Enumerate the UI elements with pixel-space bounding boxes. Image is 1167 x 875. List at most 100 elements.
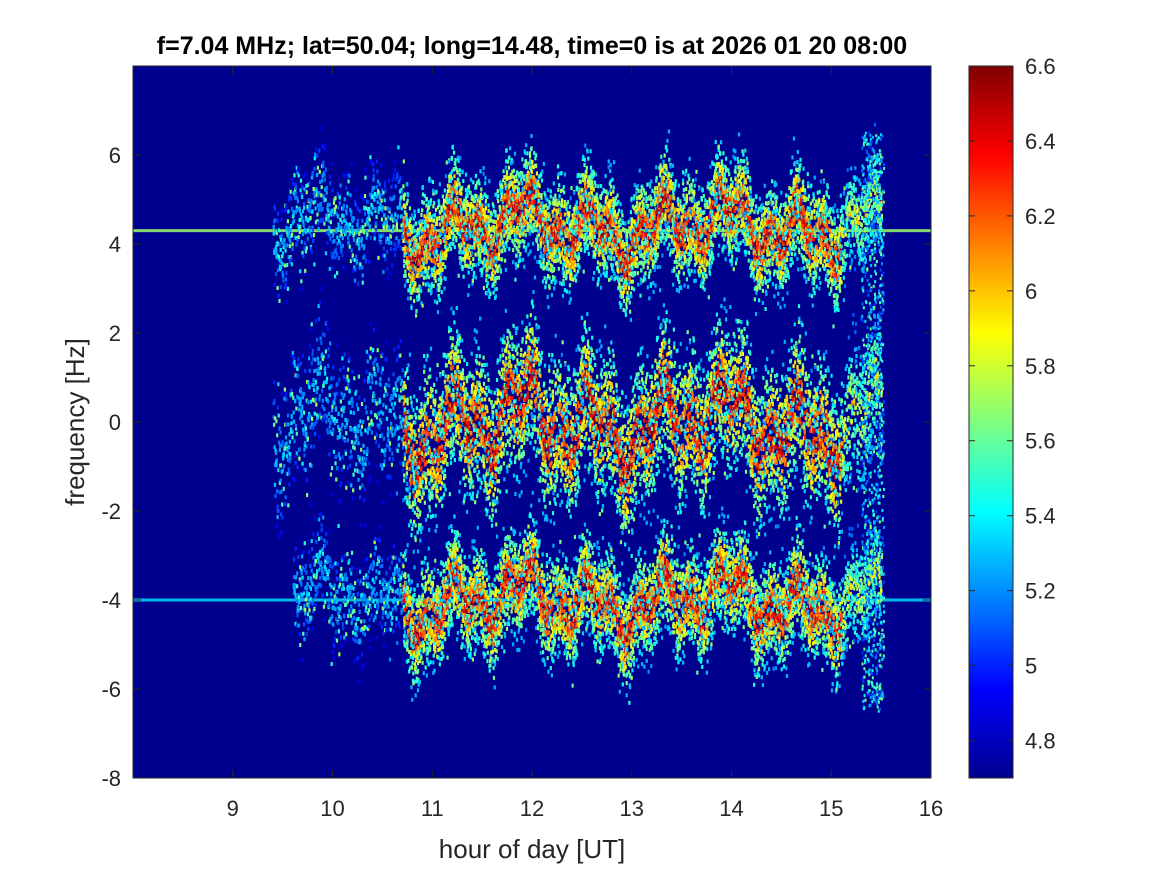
heat-cell: [412, 257, 415, 262]
heat-cell: [467, 211, 470, 216]
heat-cell: [614, 239, 617, 244]
heat-cell: [443, 276, 446, 281]
heat-cell: [458, 172, 461, 177]
heat-cell: [433, 249, 436, 254]
heat-cell: [298, 206, 301, 211]
heat-cell: [406, 193, 410, 198]
heat-cell: [518, 239, 521, 244]
heat-cell: [589, 175, 592, 180]
heat-cell: [387, 207, 390, 212]
heat-cell: [487, 241, 490, 246]
heat-cell: [631, 265, 634, 270]
heat-cell: [558, 194, 561, 199]
heat-cell: [429, 215, 433, 220]
heat-cell: [514, 262, 517, 267]
heat-cell: [581, 213, 584, 218]
heat-cell: [617, 208, 621, 213]
heat-cell: [620, 275, 623, 280]
heat-cell: [655, 175, 658, 180]
heat-cell: [523, 190, 527, 195]
heat-cell: [345, 211, 348, 216]
heat-cell: [482, 260, 485, 265]
heat-cell: [601, 228, 605, 233]
heat-cell: [297, 225, 301, 230]
heat-cell: [479, 202, 483, 207]
heat-cell: [561, 266, 565, 271]
heat-cell: [327, 218, 331, 223]
heat-cell: [632, 232, 635, 237]
heat-cell: [324, 167, 328, 172]
heat-cell: [479, 246, 483, 251]
heat-cell: [490, 240, 493, 245]
heat-cell: [593, 171, 596, 176]
heat-cell: [502, 178, 505, 183]
heat-cell: [565, 256, 568, 261]
heat-cell: [304, 249, 308, 254]
heat-cell: [517, 263, 520, 268]
heat-cell: [434, 207, 438, 212]
heat-cell: [438, 203, 441, 208]
heat-cell: [486, 195, 489, 200]
heat-cell: [547, 258, 550, 263]
heat-cell: [607, 215, 610, 220]
heat-cell: [294, 182, 297, 187]
heat-cell: [458, 168, 461, 173]
heat-cell: [350, 248, 353, 253]
heat-cell: [535, 185, 539, 190]
heat-cell: [654, 246, 657, 251]
heat-cell: [671, 269, 674, 274]
heat-cell: [372, 228, 375, 233]
heat-cell: [506, 238, 509, 243]
heat-cell: [526, 151, 529, 156]
heat-cell: [586, 149, 589, 154]
heat-cell: [485, 249, 488, 254]
heat-cell: [476, 227, 479, 232]
heat-cell: [345, 209, 348, 214]
heat-cell: [411, 290, 414, 295]
heat-cell: [672, 282, 675, 287]
heat-cell: [497, 199, 500, 204]
heat-cell: [543, 191, 546, 196]
heat-cell: [644, 259, 647, 264]
heat-cell: [439, 269, 443, 274]
heat-cell: [552, 201, 555, 206]
heat-cell: [486, 261, 489, 266]
heat-cell: [501, 185, 504, 190]
heat-cell: [588, 183, 591, 188]
heat-cell: [493, 256, 496, 261]
heat-cell: [380, 217, 384, 222]
heat-cell: [472, 209, 475, 214]
heat-cell: [308, 181, 311, 186]
heat-cell: [504, 165, 507, 170]
heat-cell: [544, 217, 547, 222]
heat-cell: [518, 205, 521, 210]
heat-cell: [342, 230, 345, 235]
heat-cell: [549, 239, 552, 244]
heat-cell: [373, 191, 377, 196]
heat-cell: [419, 220, 423, 225]
heat-cell: [552, 225, 555, 230]
heat-cell: [495, 224, 499, 229]
heat-cell: [377, 210, 380, 215]
heat-cell: [538, 193, 542, 198]
heat-cell: [660, 239, 663, 244]
heat-cell: [540, 195, 543, 200]
heat-cell: [507, 185, 511, 190]
heat-cell: [367, 215, 370, 220]
heat-cell: [601, 220, 605, 225]
heat-cell: [548, 201, 552, 206]
heat-cell: [380, 198, 383, 203]
heat-cell: [610, 199, 613, 204]
heat-cell: [474, 219, 478, 224]
heat-cell: [412, 267, 415, 272]
heat-cell: [380, 192, 383, 197]
heat-cell: [450, 230, 453, 235]
heat-cell: [535, 208, 538, 213]
heat-cell: [580, 213, 583, 218]
heat-cell: [512, 175, 516, 180]
heat-cell: [546, 239, 550, 244]
heat-cell: [587, 178, 590, 183]
heat-cell: [505, 159, 508, 164]
heat-cell: [453, 245, 456, 250]
heat-cell: [426, 227, 429, 232]
